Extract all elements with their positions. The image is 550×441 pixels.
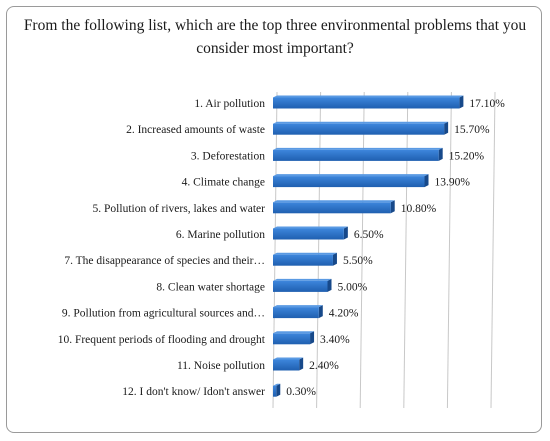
bar-side <box>459 95 464 109</box>
category-label: 1. Air pollution <box>194 98 265 110</box>
bar <box>273 307 319 319</box>
bar-side <box>424 174 429 188</box>
bar <box>273 97 460 109</box>
bar-top <box>273 147 443 150</box>
category-label: 10. Frequent periods of flooding and dro… <box>58 334 266 346</box>
bar-top <box>273 95 464 98</box>
value-label: 13.90% <box>435 177 471 189</box>
bar-top <box>273 226 348 229</box>
bar <box>273 280 328 292</box>
bar-side <box>332 252 337 266</box>
value-label: 2.40% <box>309 360 339 372</box>
bar-side <box>327 278 332 292</box>
bar-top <box>273 331 315 334</box>
gridline <box>316 91 322 409</box>
category-label: 11. Noise pollution <box>177 360 265 372</box>
category-label: 7. The disappearance of species and thei… <box>64 255 265 267</box>
bar-top <box>273 121 449 124</box>
bar-side <box>343 226 348 240</box>
value-label: 3.40% <box>320 334 350 346</box>
bar-top <box>273 357 304 360</box>
value-label: 15.20% <box>449 150 485 162</box>
bar-top <box>273 278 332 281</box>
bar-top <box>273 174 429 177</box>
gridline <box>490 91 496 409</box>
bar <box>273 385 277 397</box>
category-label: 4. Climate change <box>182 177 265 189</box>
bar <box>273 202 391 214</box>
category-label: 9. Pollution from agricultural sources a… <box>62 308 265 320</box>
category-label: 3. Deforestation <box>191 150 265 162</box>
category-label: 5. Pollution of rivers, lakes and water <box>93 203 266 215</box>
bar <box>273 254 333 266</box>
value-label: 0.30% <box>286 386 316 398</box>
bar <box>273 176 425 188</box>
bar <box>273 359 300 371</box>
bar-top <box>273 383 281 386</box>
gridline <box>446 91 452 409</box>
category-label: 8. Clean water shortage <box>156 281 265 293</box>
bar <box>273 333 311 345</box>
value-label: 17.10% <box>469 98 505 110</box>
gridline <box>403 91 409 409</box>
value-label: 4.20% <box>329 308 359 320</box>
bar-side <box>390 200 395 214</box>
gridline <box>359 91 365 409</box>
gridline <box>272 91 278 409</box>
value-label: 5.00% <box>338 281 368 293</box>
bar-side <box>444 121 449 135</box>
value-label: 6.50% <box>354 229 384 241</box>
chart-title: From the following list, which are the t… <box>23 17 527 57</box>
bar-side <box>310 331 315 345</box>
bar-side <box>438 147 443 161</box>
category-label: 2. Increased amounts of waste <box>126 124 265 136</box>
bar-side <box>276 383 281 397</box>
bar <box>273 123 445 135</box>
value-label: 10.80% <box>401 203 437 215</box>
category-label: 6. Marine pollution <box>176 229 265 241</box>
bar <box>273 149 439 161</box>
bar-top <box>273 305 323 308</box>
value-label: 5.50% <box>343 255 373 267</box>
value-label: 15.70% <box>454 124 490 136</box>
bar-top <box>273 252 337 255</box>
bar-top <box>273 200 395 203</box>
bar <box>273 228 344 240</box>
category-label: 12. I don't know/ Idon't answer <box>122 386 265 398</box>
bar-side <box>299 357 304 371</box>
bar-side <box>318 305 323 319</box>
